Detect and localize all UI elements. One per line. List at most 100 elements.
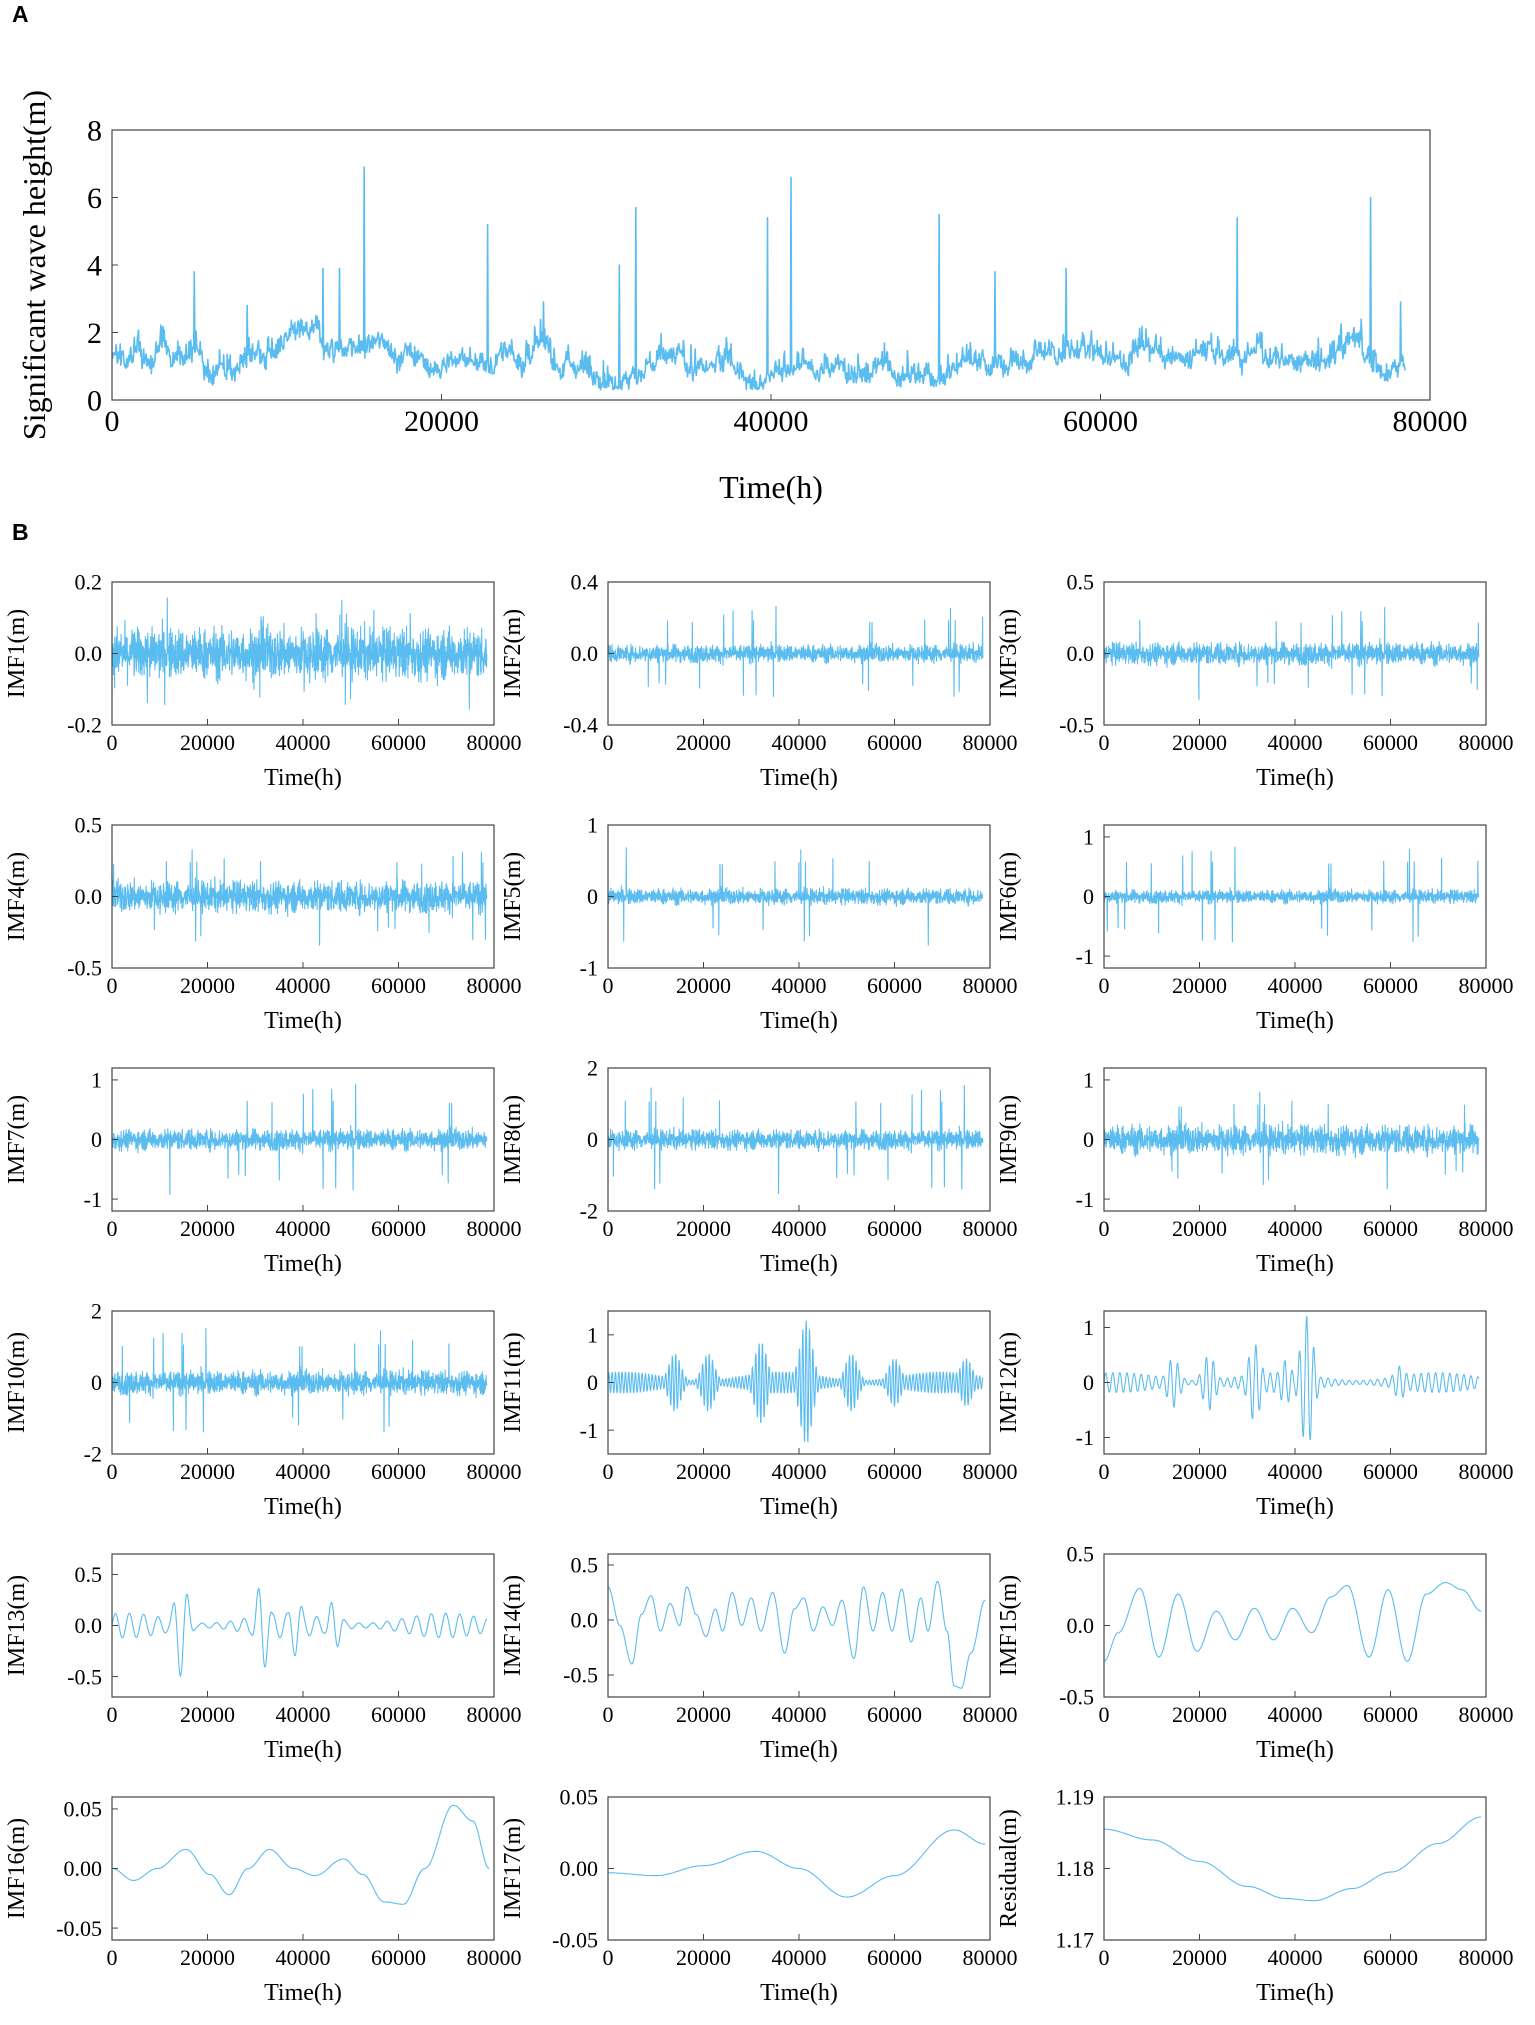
- imf14-plot-frame: [607, 1553, 991, 1698]
- imf10-y-axis-label: IMF10(m): [4, 1332, 30, 1433]
- imf14-x-axis-label: Time(h): [760, 1737, 838, 1763]
- imf6-xtick-label: 60000: [1363, 973, 1418, 998]
- imf4-xtick-label: 40000: [276, 973, 331, 998]
- residual-y-axis-label: Residual(m): [996, 1809, 1022, 1928]
- imf10-ytick-label: -2: [84, 1442, 102, 1467]
- imf15-y-axis-label: IMF15(m): [996, 1575, 1022, 1676]
- imf3-ytick-label: -0.5: [1059, 713, 1094, 738]
- main-xtick-label: 20000: [404, 405, 479, 438]
- imf15-ytick-label: 0.5: [1067, 1542, 1095, 1567]
- imf3-xtick-label: 20000: [1172, 730, 1227, 755]
- imf8-xtick-label: 60000: [867, 1216, 922, 1241]
- imf6-xtick-label: 20000: [1172, 973, 1227, 998]
- imf5-xtick-label: 20000: [676, 973, 731, 998]
- imf7-xtick-label: 40000: [276, 1216, 331, 1241]
- imf16-xtick-label: 60000: [371, 1945, 426, 1970]
- imf12-xtick-label: 40000: [1268, 1459, 1323, 1484]
- imf16-ytick-label: -0.05: [56, 1916, 102, 1941]
- imf16-xtick-label: 40000: [276, 1945, 331, 1970]
- imf6-y-axis-label: IMF6(m): [996, 852, 1022, 941]
- imf2-xtick-label: 20000: [676, 730, 731, 755]
- main-xtick-label: 60000: [1063, 405, 1138, 438]
- imf16-xtick-label: 0: [107, 1945, 118, 1970]
- imf6-ytick-label: -1: [1076, 944, 1094, 969]
- imf2-ytick-label: 0.0: [571, 641, 599, 666]
- chart-panels: 0 20000 40000 60000 8000002468Time(h)Signifi…: [4, 90, 1514, 2006]
- imf13-series-line: [111, 1587, 488, 1677]
- imf16-xtick-label: 20000: [180, 1945, 235, 1970]
- imf11-ytick-label: -1: [580, 1418, 598, 1443]
- imf5-ytick-label: 0: [587, 884, 598, 909]
- main-ytick-label: 0: [87, 385, 102, 418]
- imf7-series-line: [111, 1083, 488, 1196]
- imf5-ytick-label: -1: [580, 956, 598, 981]
- imf13-xtick-label: 20000: [180, 1702, 235, 1727]
- imf4-ytick-label: 0.0: [75, 884, 103, 909]
- imf7-xtick-label: 20000: [180, 1216, 235, 1241]
- imf15-xtick-label: 60000: [1363, 1702, 1418, 1727]
- imf15-xtick-label: 40000: [1268, 1702, 1323, 1727]
- imf8-xtick-label: 40000: [772, 1216, 827, 1241]
- imf16-ytick-label: 0.00: [64, 1856, 103, 1881]
- residual-xtick-label: 40000: [1268, 1945, 1323, 1970]
- main-ytick-label: 8: [87, 115, 102, 148]
- imf14-ytick-label: 0.5: [571, 1553, 599, 1578]
- imf8-ytick-label: 0: [587, 1127, 598, 1152]
- imf1-ytick-label: 0.2: [75, 570, 103, 595]
- imf14-ytick-label: -0.5: [563, 1663, 598, 1688]
- residual-plot-frame: [1103, 1796, 1487, 1941]
- imf2-ytick-label: -0.4: [563, 713, 598, 738]
- imf16-x-axis-label: Time(h): [264, 1980, 342, 2006]
- imf11-ytick-label: 0: [587, 1370, 598, 1395]
- main-ytick-label: 2: [87, 317, 102, 350]
- main-series-line: [111, 166, 1407, 391]
- imf2-xtick-label: 80000: [963, 730, 1018, 755]
- imf10-ytick-label: 2: [91, 1299, 102, 1324]
- imf7-y-axis-label: IMF7(m): [4, 1095, 30, 1184]
- imf14-chart: 0 20000 40000 60000 80000 -0.5 0.0 0.5 Time(h) IM…: [500, 1553, 1018, 1763]
- imf10-xtick-label: 40000: [276, 1459, 331, 1484]
- imf13-xtick-label: 0: [107, 1702, 118, 1727]
- imf10-series-line: [111, 1328, 488, 1433]
- imf15-series-line: [1103, 1582, 1482, 1662]
- imf7-ytick-label: -1: [84, 1187, 102, 1212]
- imf12-xtick-label: 0: [1099, 1459, 1110, 1484]
- imf17-xtick-label: 40000: [772, 1945, 827, 1970]
- imf13-x-axis-label: Time(h): [264, 1737, 342, 1763]
- imf5-xtick-label: 0: [603, 973, 614, 998]
- imf7-xtick-label: 80000: [467, 1216, 522, 1241]
- residual-ytick-label: 1.17: [1056, 1928, 1095, 1953]
- imf15-x-axis-label: Time(h): [1256, 1737, 1334, 1763]
- imf16-ytick-label: 0.05: [64, 1797, 103, 1822]
- imf7-xtick-label: 60000: [371, 1216, 426, 1241]
- imf5-x-axis-label: Time(h): [760, 1008, 838, 1034]
- imf10-ytick-label: 0: [91, 1370, 102, 1395]
- imf13-xtick-label: 60000: [371, 1702, 426, 1727]
- imf17-ytick-label: 0.05: [560, 1785, 599, 1810]
- imf4-ytick-label: -0.5: [67, 956, 102, 981]
- main-xtick-label: 0: [105, 405, 120, 438]
- imf12-series-line: [1103, 1316, 1480, 1441]
- imf15-xtick-label: 20000: [1172, 1702, 1227, 1727]
- imf3-y-axis-label: IMF3(m): [996, 609, 1022, 698]
- imf3-chart: 0 20000 40000 60000 80000 -0.5 0.0 0.5 Time(h) IM…: [996, 570, 1514, 791]
- panel-b-letter: B: [12, 519, 29, 545]
- imf11-series-line: [607, 1320, 984, 1443]
- panel-a-letter: A: [12, 1, 29, 27]
- imf16-series-line: [111, 1804, 490, 1905]
- main-ytick-label: 4: [87, 250, 102, 283]
- imf3-ytick-label: 0.5: [1067, 570, 1095, 595]
- imf17-xtick-label: 60000: [867, 1945, 922, 1970]
- imf4-xtick-label: 0: [107, 973, 118, 998]
- imf8-y-axis-label: IMF8(m): [500, 1095, 526, 1184]
- imf2-ytick-label: 0.4: [571, 570, 599, 595]
- imf7-x-axis-label: Time(h): [264, 1251, 342, 1277]
- imf12-x-axis-label: Time(h): [1256, 1494, 1334, 1520]
- imf15-ytick-label: -0.5: [1059, 1685, 1094, 1710]
- imf11-xtick-label: 0: [603, 1459, 614, 1484]
- imf8-ytick-label: 2: [587, 1056, 598, 1081]
